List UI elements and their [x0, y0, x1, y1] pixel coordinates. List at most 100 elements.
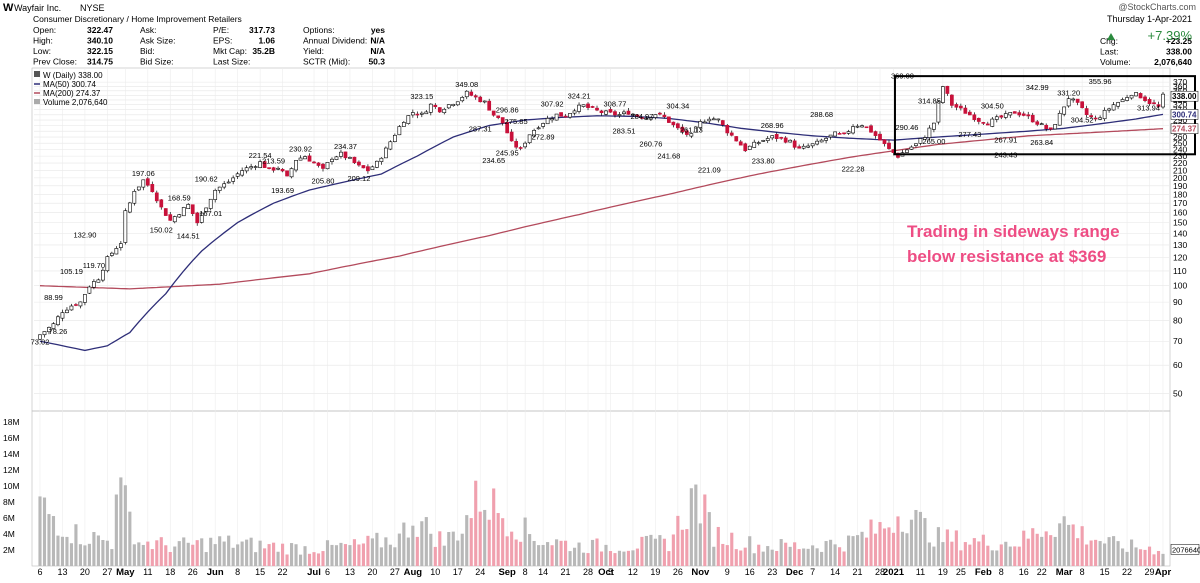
stat-value-col4-1: N/A: [370, 36, 385, 46]
volume-bar: [478, 511, 482, 566]
volume-bar: [1013, 546, 1017, 566]
candle-body: [1003, 113, 1008, 118]
x-tick-label: 28: [875, 567, 885, 577]
candle-body: [810, 143, 815, 147]
volume-bar: [622, 551, 626, 566]
volume-bar: [236, 544, 240, 566]
candle-body: [69, 305, 74, 311]
volume-bar: [411, 525, 415, 566]
candle-body: [78, 301, 83, 307]
volume-bar: [222, 541, 226, 566]
x-tick-label: Feb: [975, 567, 992, 578]
x-tick-label: 8: [523, 567, 528, 577]
ma50-tag: 300.74: [1172, 110, 1197, 119]
candle-body: [662, 114, 667, 118]
candle-body: [887, 142, 891, 149]
stat-label-col3-2: Mkt Cap:: [213, 46, 247, 56]
candle-body: [1044, 124, 1049, 129]
volume-bar: [316, 553, 321, 566]
y-tick-label: 160: [1173, 208, 1187, 218]
candle-body: [873, 131, 878, 136]
volume-bar: [559, 540, 563, 566]
volume-bar: [743, 547, 747, 566]
candle-body: [464, 90, 469, 98]
volume-bar: [811, 545, 815, 566]
volume-bar: [617, 550, 622, 566]
candle-body: [330, 158, 334, 162]
candle-body: [101, 269, 105, 281]
volume-bar: [96, 535, 100, 566]
volume-bar: [568, 551, 572, 566]
company-name: Wayfair Inc.: [14, 3, 61, 13]
volume-bar: [604, 544, 608, 566]
volume-bar: [276, 551, 280, 566]
candle-body: [366, 166, 370, 172]
volume-bar: [707, 512, 711, 566]
volume-bar: [69, 543, 74, 566]
volume-bar: [200, 538, 204, 566]
volume-bar: [87, 543, 91, 566]
candle-body: [765, 138, 770, 141]
candle-body: [321, 163, 325, 169]
x-tick-label: 25: [956, 567, 966, 577]
stat-label-col1-1: High:: [33, 36, 53, 46]
candle-body: [195, 212, 200, 224]
volume-bar: [599, 551, 604, 566]
legend-ma200: MA(200) 274.37: [43, 89, 101, 98]
volume-bar: [972, 538, 976, 566]
volume-bar: [1044, 531, 1048, 566]
candle-body: [1143, 96, 1147, 102]
volume-bar: [254, 552, 258, 566]
candle-body: [118, 243, 123, 248]
volume-bar: [298, 554, 303, 566]
price-label: 241.68: [657, 151, 680, 160]
volume-bar: [1035, 533, 1039, 566]
volume-bar: [38, 496, 42, 566]
volume-bar: [519, 541, 523, 566]
candle-body: [559, 112, 563, 117]
price-label: 267.91: [994, 135, 1017, 144]
volume-bar: [146, 541, 150, 566]
volume-bar: [406, 537, 410, 566]
candle-body: [1008, 112, 1013, 116]
stat-label-col1-0: Open:: [33, 25, 56, 35]
volume-bar: [1076, 538, 1080, 566]
candle-body: [51, 323, 56, 329]
volume-bar: [433, 546, 437, 566]
x-tick-label: 27: [390, 567, 400, 577]
stat-label-col2-0: Ask:: [140, 25, 157, 35]
volume-tag-bg: [1170, 544, 1200, 555]
volume-bar: [1071, 524, 1075, 566]
volume-bar: [748, 536, 752, 566]
volume-bar: [981, 534, 985, 566]
x-tick-label: 23: [767, 567, 777, 577]
candle-body: [536, 127, 541, 130]
price-label: 105.19: [60, 267, 83, 276]
candle-body: [505, 122, 510, 134]
candle-body: [581, 104, 586, 107]
candle-body: [1129, 94, 1134, 99]
y-tick-label: 50: [1173, 389, 1183, 399]
price-label: 167.01: [199, 209, 222, 218]
volume-bar: [307, 553, 312, 566]
stat-label-col4-2: Yield:: [303, 46, 324, 56]
volume-bar: [1080, 526, 1084, 566]
candle-body: [738, 141, 743, 146]
volume-bar: [851, 536, 855, 566]
candle-body: [199, 212, 204, 223]
ma200-tag-bg: [1170, 123, 1199, 134]
price-label: 150.02: [150, 226, 173, 235]
candle-body: [496, 115, 501, 118]
candle-body: [572, 110, 577, 114]
candle-body: [846, 131, 851, 134]
candle-body: [1147, 99, 1152, 105]
volume-bar: [640, 536, 644, 566]
candle-body: [1053, 124, 1058, 130]
candle-body: [298, 157, 303, 161]
candle-body: [523, 142, 528, 148]
candle-body: [213, 189, 218, 200]
volume-bar: [370, 538, 374, 566]
y-tick-label: 200: [1173, 173, 1187, 183]
candle-body: [177, 214, 182, 218]
volume-bar: [941, 542, 945, 566]
